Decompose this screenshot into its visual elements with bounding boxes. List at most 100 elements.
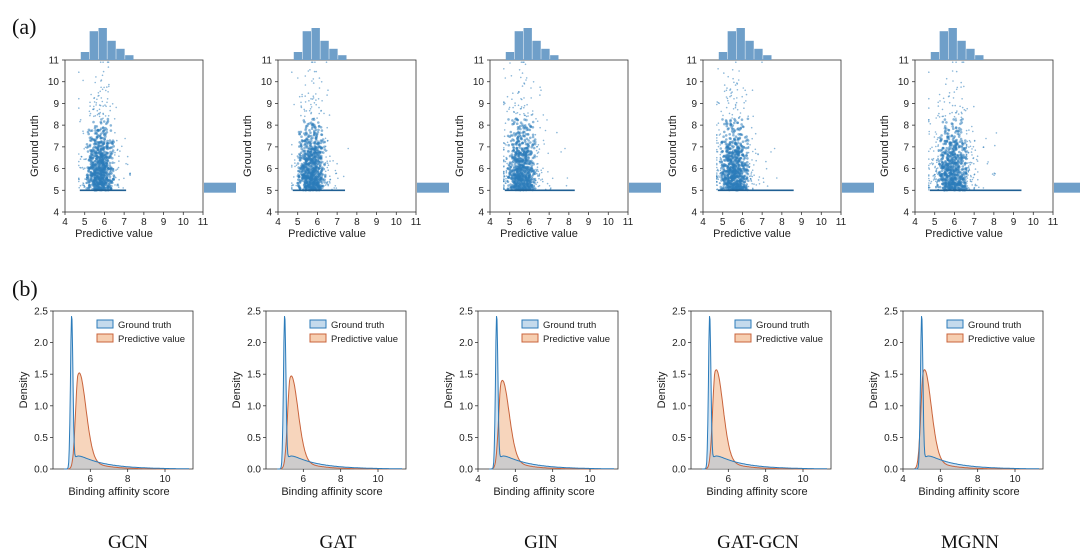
scatter-point [105, 159, 109, 163]
x-axis-label: Binding affinity score [706, 486, 807, 498]
scatter-point [726, 180, 730, 184]
scatter-point [968, 139, 971, 142]
scatter-point [971, 154, 973, 156]
x-tick-label: 10 [797, 474, 809, 485]
scatter-point [956, 155, 960, 158]
scatter-point [993, 174, 995, 176]
scatter-point [954, 126, 958, 129]
panel-b-label: (b) [12, 276, 38, 301]
scatter-point [720, 110, 722, 113]
scatter-point [95, 104, 97, 106]
scatter-point [939, 149, 942, 152]
y-tick-label: 11 [262, 56, 273, 67]
scatter-point [971, 125, 973, 128]
scatter-point [727, 75, 729, 78]
scatter-point [300, 151, 303, 154]
scatter-point [86, 175, 89, 178]
scatter-point [727, 99, 729, 102]
scatter-point [720, 160, 724, 163]
scatter-point [523, 118, 526, 121]
x-tick-label: 10 [1009, 474, 1021, 485]
scatter-point [107, 61, 110, 63]
scatter-point [742, 145, 746, 149]
scatter-point [724, 119, 728, 122]
scatter-point [936, 161, 938, 164]
scatter-point [951, 111, 953, 114]
scatter-point [972, 130, 974, 133]
x-tick-label: 8 [125, 474, 131, 485]
scatter-point [79, 120, 81, 123]
scatter-point [319, 178, 323, 181]
scatter-point [527, 176, 531, 179]
scatter-point [312, 97, 315, 99]
scatter-point [89, 179, 92, 183]
scatter-point [718, 175, 720, 177]
scatter-point [102, 61, 104, 63]
scatter-point [739, 177, 742, 181]
scatter-point [509, 183, 512, 186]
scatter-point [92, 180, 96, 183]
scatter-point [315, 178, 319, 182]
scatter-point [961, 165, 965, 168]
scatter-point [955, 61, 957, 63]
scatter-point [516, 137, 519, 140]
scatter-point [950, 186, 953, 189]
scatter-point [326, 183, 329, 185]
scatter-point [300, 106, 303, 109]
scatter-point [932, 157, 935, 160]
scatter-point [291, 143, 293, 146]
truth-density-line [489, 316, 615, 470]
scatter-point [319, 156, 323, 160]
scatter-point [954, 104, 956, 107]
scatter-point [525, 79, 527, 81]
scatter-point [966, 185, 969, 187]
scatter-point [951, 125, 954, 128]
scatter-point [765, 160, 767, 163]
scatter-point [928, 175, 930, 177]
scatter-point [743, 136, 747, 139]
scatter-point [967, 165, 970, 167]
y-tick-label: 1.5 [672, 370, 686, 381]
scatter-point [93, 126, 97, 130]
scatter-point [515, 112, 517, 115]
y-tick-label: 5 [53, 186, 59, 197]
scatter-point [536, 168, 539, 171]
scatter-point [514, 102, 516, 104]
scatter-point [731, 146, 734, 149]
scatter-point [959, 152, 963, 155]
x-tick-label: 8 [550, 474, 556, 485]
scatter-point [949, 151, 953, 154]
x-tick-label: 5 [720, 217, 726, 228]
scatter-point [94, 115, 97, 117]
scatter-point [531, 120, 535, 124]
scatter-point [108, 164, 112, 167]
scatter-point [302, 161, 306, 165]
scatter-point [742, 166, 745, 170]
scatter-point [111, 151, 114, 154]
scatter-point [729, 137, 732, 140]
scatter-point [950, 134, 954, 138]
scatter-point [967, 151, 970, 154]
scatter-point [314, 126, 317, 130]
scatter-point [307, 135, 311, 138]
scatter-point [727, 102, 730, 104]
x-tick-label: 6 [315, 217, 321, 228]
scatter-point [536, 166, 539, 168]
scatter-point [99, 111, 101, 114]
scatter-point [738, 128, 741, 132]
scatter-point [718, 160, 721, 163]
scatter-point [953, 140, 956, 143]
scatter-point [745, 93, 748, 96]
scatter-point [100, 140, 104, 143]
scatter-point [515, 157, 519, 161]
y-tick-label: 11 [49, 56, 60, 67]
scatter-point [96, 113, 99, 116]
scatter-point [540, 169, 542, 171]
scatter-point [504, 160, 507, 163]
scatter-point [334, 185, 337, 187]
scatter-point [89, 162, 93, 166]
scatter-point [111, 149, 115, 152]
scatter-point [752, 150, 754, 153]
scatter-point [547, 171, 549, 173]
